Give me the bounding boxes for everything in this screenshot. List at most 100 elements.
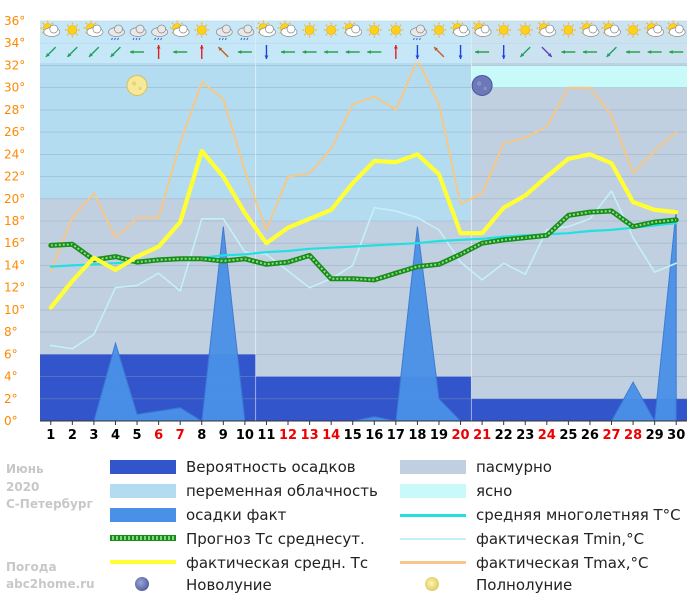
wind-arrow-icon xyxy=(606,46,617,58)
point-tmax-29 xyxy=(654,150,656,152)
legend-label-tmax: фактическая Tmax,°C xyxy=(476,554,649,572)
sun-cloud-icon xyxy=(450,20,470,37)
wind-arrow-icon xyxy=(217,46,229,58)
wind-arrow-icon xyxy=(541,46,553,58)
point-tmin-8 xyxy=(201,218,203,220)
point-tmax-10 xyxy=(244,170,246,172)
cloud-rain-icon xyxy=(410,24,427,41)
wind-arrow-icon xyxy=(345,50,360,54)
x-tick-label: 17 xyxy=(387,428,405,443)
point-tmin-2 xyxy=(71,348,73,350)
point-tmin-26 xyxy=(589,218,591,220)
sun-icon xyxy=(366,22,382,38)
x-tick-label: 5 xyxy=(133,428,142,443)
weather-chart: 0° 2° 4° 6° 8° 10° 12° 14° 16° 18° 20° 22° 24° 26° 28°… xyxy=(4,14,687,443)
point-tmax-6 xyxy=(158,217,160,219)
y-tick-label: 8° xyxy=(4,325,18,339)
point-climate_avg-21 xyxy=(481,238,483,240)
point-tmin-13 xyxy=(308,287,311,289)
point-climate_avg-9 xyxy=(222,254,224,257)
point-climate_avg-19 xyxy=(438,240,440,242)
x-tick-label: 1 xyxy=(46,428,55,443)
point-tmin-3 xyxy=(93,333,95,335)
point-tmin-18 xyxy=(416,217,419,219)
point-actual_avg-11 xyxy=(265,242,268,244)
point-actual_avg-20 xyxy=(459,232,462,234)
x-tick-label: 15 xyxy=(344,428,362,443)
top-strip-background xyxy=(40,21,687,63)
point-climate_avg-3 xyxy=(93,263,95,265)
wind-arrow-icon xyxy=(458,45,463,59)
month-label: Июнь xyxy=(6,462,44,476)
sun-icon xyxy=(625,22,641,38)
y-tick-label: 20° xyxy=(4,192,25,206)
legend-swatch-overcast xyxy=(400,460,466,474)
point-tmax-14 xyxy=(330,148,332,150)
x-tick-label: 12 xyxy=(279,428,297,443)
y-tick-label: 14° xyxy=(4,258,25,272)
legend-swatch-precip-fact xyxy=(110,508,176,522)
legend-swatch-tmax xyxy=(400,561,466,564)
cloud-rain-icon xyxy=(108,24,125,41)
y-tick-label: 30° xyxy=(4,81,25,95)
point-climate_avg-2 xyxy=(71,264,73,267)
point-tmin-4 xyxy=(114,287,117,289)
point-tmax-28 xyxy=(632,172,634,174)
point-forecast_avg-20 xyxy=(459,253,462,255)
point-tmax-23 xyxy=(524,137,526,139)
wind-arrow-icon xyxy=(199,45,204,59)
point-actual_avg-2 xyxy=(71,280,73,282)
x-tick-label: 9 xyxy=(219,428,228,443)
sun-cloud-icon xyxy=(536,20,557,37)
sun-cloud-icon xyxy=(83,20,104,37)
legend: Вероятность осадков пасмурно переменная … xyxy=(0,456,687,599)
wind-arrow-icon xyxy=(66,46,78,58)
point-climate_avg-10 xyxy=(244,253,246,255)
wind-arrow-icon xyxy=(45,46,57,58)
y-tick-label: 16° xyxy=(4,236,25,250)
series-line-actual_avg xyxy=(48,148,679,310)
point-tmax-12 xyxy=(287,175,289,178)
sun-cloud-icon xyxy=(40,20,61,37)
sun-icon xyxy=(517,22,533,38)
point-tmax-1 xyxy=(50,270,52,272)
point-tmin-1 xyxy=(50,344,52,347)
point-actual_avg-9 xyxy=(222,175,224,178)
wind-arrow-icon xyxy=(110,46,121,58)
x-tick-label: 8 xyxy=(197,428,206,443)
point-tmin-23 xyxy=(524,273,526,275)
legend-swatch-precip-prob xyxy=(110,460,176,474)
point-tmax-15 xyxy=(352,103,354,105)
point-actual_avg-15 xyxy=(352,182,354,184)
legend-label-overcast: пасмурно xyxy=(476,458,552,476)
x-tick-label: 28 xyxy=(624,428,642,443)
site-name: abc2home.ru xyxy=(6,577,95,591)
sun-icon xyxy=(388,22,404,38)
point-forecast_avg-2 xyxy=(71,243,73,245)
point-forecast_avg-19 xyxy=(438,263,440,265)
point-forecast_avg-13 xyxy=(308,254,311,257)
point-tmax-9 xyxy=(222,98,224,100)
point-tmax-30 xyxy=(675,131,677,133)
point-forecast_avg-21 xyxy=(481,242,483,244)
point-forecast_avg-30 xyxy=(675,219,677,221)
point-tmax-25 xyxy=(567,87,569,89)
point-actual_avg-24 xyxy=(546,175,548,178)
x-tick-label: 14 xyxy=(322,428,340,443)
point-forecast_avg-14 xyxy=(330,278,332,280)
wind-arrow-icon xyxy=(582,50,597,54)
point-tmin-12 xyxy=(287,270,289,272)
point-tmin-7 xyxy=(179,290,181,292)
series-line-forecast_avg xyxy=(48,208,679,283)
y-tick-label: 12° xyxy=(4,281,25,295)
sun-cloud-icon xyxy=(665,20,686,37)
full-moon-icon xyxy=(425,577,439,591)
point-tmax-2 xyxy=(71,217,73,219)
wind-arrow-icon xyxy=(88,46,100,58)
x-tick-label: 7 xyxy=(176,428,185,443)
legend-label-full-moon: Полнолуние xyxy=(476,576,573,594)
full-moon-icon xyxy=(126,74,148,96)
cloud-band-lower-3 xyxy=(471,265,687,421)
wind-arrow-icon xyxy=(415,45,420,59)
x-tick-label: 18 xyxy=(408,428,426,443)
